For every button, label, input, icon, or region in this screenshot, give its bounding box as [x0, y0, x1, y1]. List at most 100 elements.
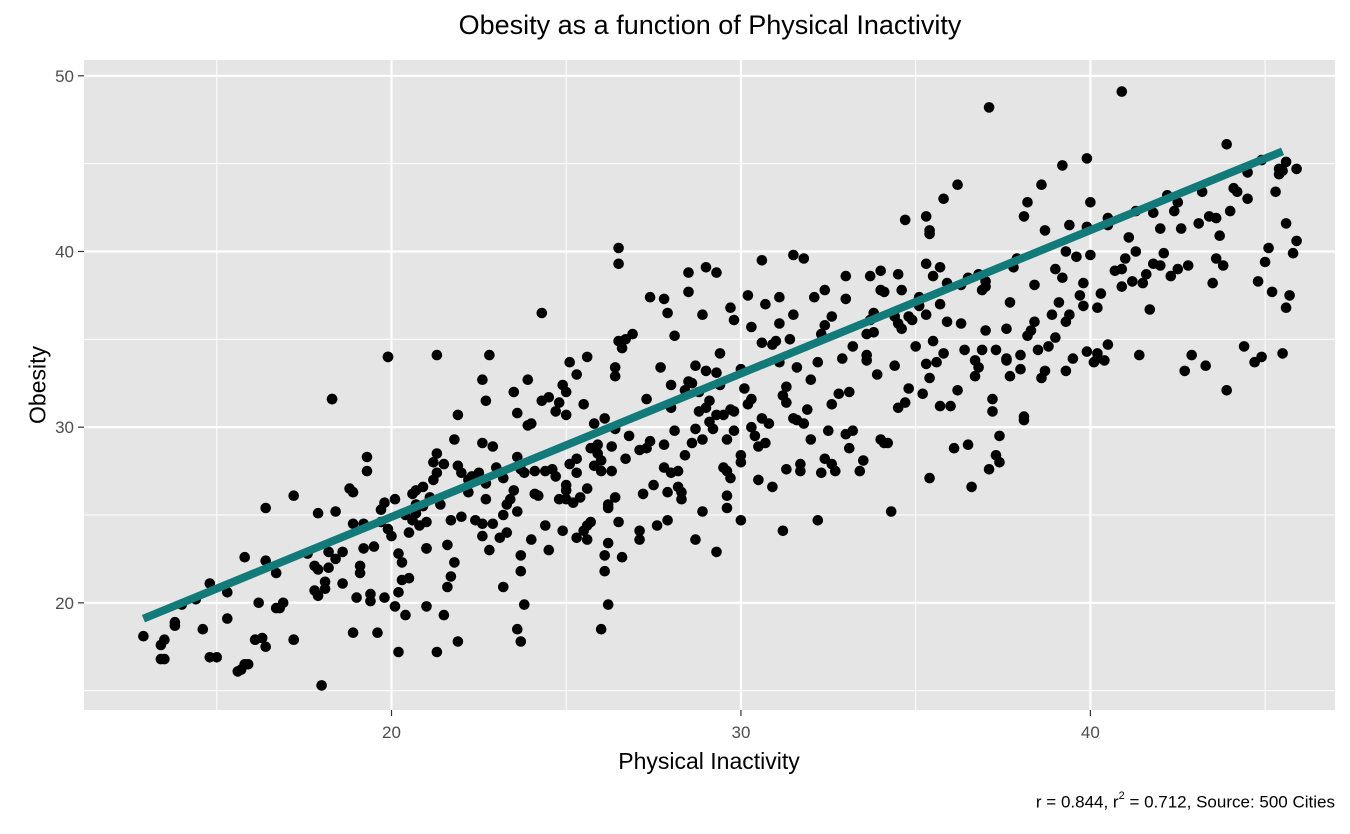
data-point — [599, 550, 610, 561]
data-point — [543, 392, 555, 403]
data-point — [781, 464, 792, 475]
data-point — [885, 506, 897, 517]
data-point — [442, 581, 453, 593]
data-point — [1092, 302, 1103, 314]
data-point — [197, 623, 209, 635]
data-point — [571, 532, 582, 544]
data-point — [512, 506, 523, 517]
data-point — [536, 307, 548, 319]
data-point — [924, 225, 935, 236]
data-point — [1018, 414, 1030, 426]
data-point — [382, 351, 394, 363]
data-point — [515, 550, 527, 561]
data-point — [871, 369, 883, 380]
data-point — [1270, 186, 1281, 198]
data-point — [288, 634, 300, 645]
data-point — [512, 623, 523, 635]
data-point — [403, 527, 415, 538]
data-point — [354, 560, 366, 572]
data-point — [669, 330, 680, 342]
data-point — [697, 309, 708, 321]
data-point — [501, 527, 513, 538]
data-point — [910, 341, 921, 352]
data-point — [522, 374, 534, 386]
data-point — [574, 492, 586, 503]
data-point — [239, 659, 250, 670]
minor-gridlines — [84, 60, 1335, 710]
data-point — [777, 525, 789, 537]
data-point — [449, 557, 460, 568]
data-point — [774, 318, 785, 329]
data-point — [746, 421, 757, 433]
data-point — [770, 335, 782, 347]
data-point — [623, 430, 635, 442]
data-point — [1074, 290, 1086, 301]
data-point — [484, 544, 495, 556]
data-point — [616, 342, 628, 354]
data-point — [312, 507, 324, 519]
data-point — [557, 525, 568, 537]
data-point — [756, 254, 768, 266]
data-point — [1224, 205, 1236, 217]
data-point — [1085, 197, 1096, 208]
data-point — [1039, 365, 1051, 377]
data-point — [697, 506, 708, 517]
data-point — [519, 467, 530, 479]
data-point — [854, 465, 866, 477]
data-point — [1200, 360, 1211, 372]
data-point — [1057, 160, 1068, 171]
data-point — [1242, 193, 1253, 205]
data-point — [512, 407, 523, 419]
data-point — [508, 386, 520, 398]
data-point — [868, 327, 879, 338]
data-point — [613, 516, 624, 528]
data-point — [1025, 325, 1037, 336]
data-point — [892, 269, 904, 280]
data-point — [372, 627, 383, 638]
data-point — [442, 539, 453, 551]
data-point — [515, 565, 527, 577]
data-point — [917, 388, 928, 400]
data-point — [816, 467, 827, 479]
data-point — [609, 362, 621, 373]
data-point — [1039, 225, 1051, 236]
data-point — [658, 439, 670, 451]
data-point — [288, 490, 300, 502]
data-point — [676, 493, 687, 505]
data-point — [1092, 353, 1103, 364]
data-point — [1004, 370, 1016, 382]
data-point — [543, 544, 555, 556]
data-point — [606, 465, 617, 477]
data-point — [784, 334, 796, 345]
chart-caption: r = 0.844, r2 = 0.712, Source: 500 Citie… — [1035, 790, 1335, 813]
data-point — [347, 486, 359, 498]
data-point — [609, 370, 621, 382]
data-point — [602, 599, 614, 610]
data-point — [519, 599, 530, 610]
data-point — [704, 395, 715, 407]
data-point — [428, 457, 439, 468]
data-point — [1067, 353, 1079, 364]
data-point — [515, 636, 527, 647]
data-point — [938, 348, 949, 359]
data-point — [753, 474, 764, 486]
regression-line — [141, 147, 1285, 623]
data-point — [1284, 290, 1295, 301]
data-point — [1141, 269, 1152, 280]
data-point — [249, 634, 261, 645]
caption-r: r = 0.844, r — [1035, 792, 1119, 812]
data-point — [253, 597, 264, 609]
data-point — [791, 362, 803, 373]
data-point — [669, 425, 680, 437]
data-point — [819, 284, 831, 296]
data-point — [945, 400, 956, 412]
caption-source: = 0.712, Source: 500 Cities — [1124, 792, 1335, 812]
data-point — [1263, 242, 1274, 254]
data-point — [260, 502, 272, 514]
data-point — [260, 641, 272, 653]
data-point — [983, 464, 995, 475]
data-point — [1046, 309, 1058, 321]
data-point — [526, 534, 537, 545]
data-point — [438, 458, 450, 470]
data-point — [361, 465, 373, 477]
